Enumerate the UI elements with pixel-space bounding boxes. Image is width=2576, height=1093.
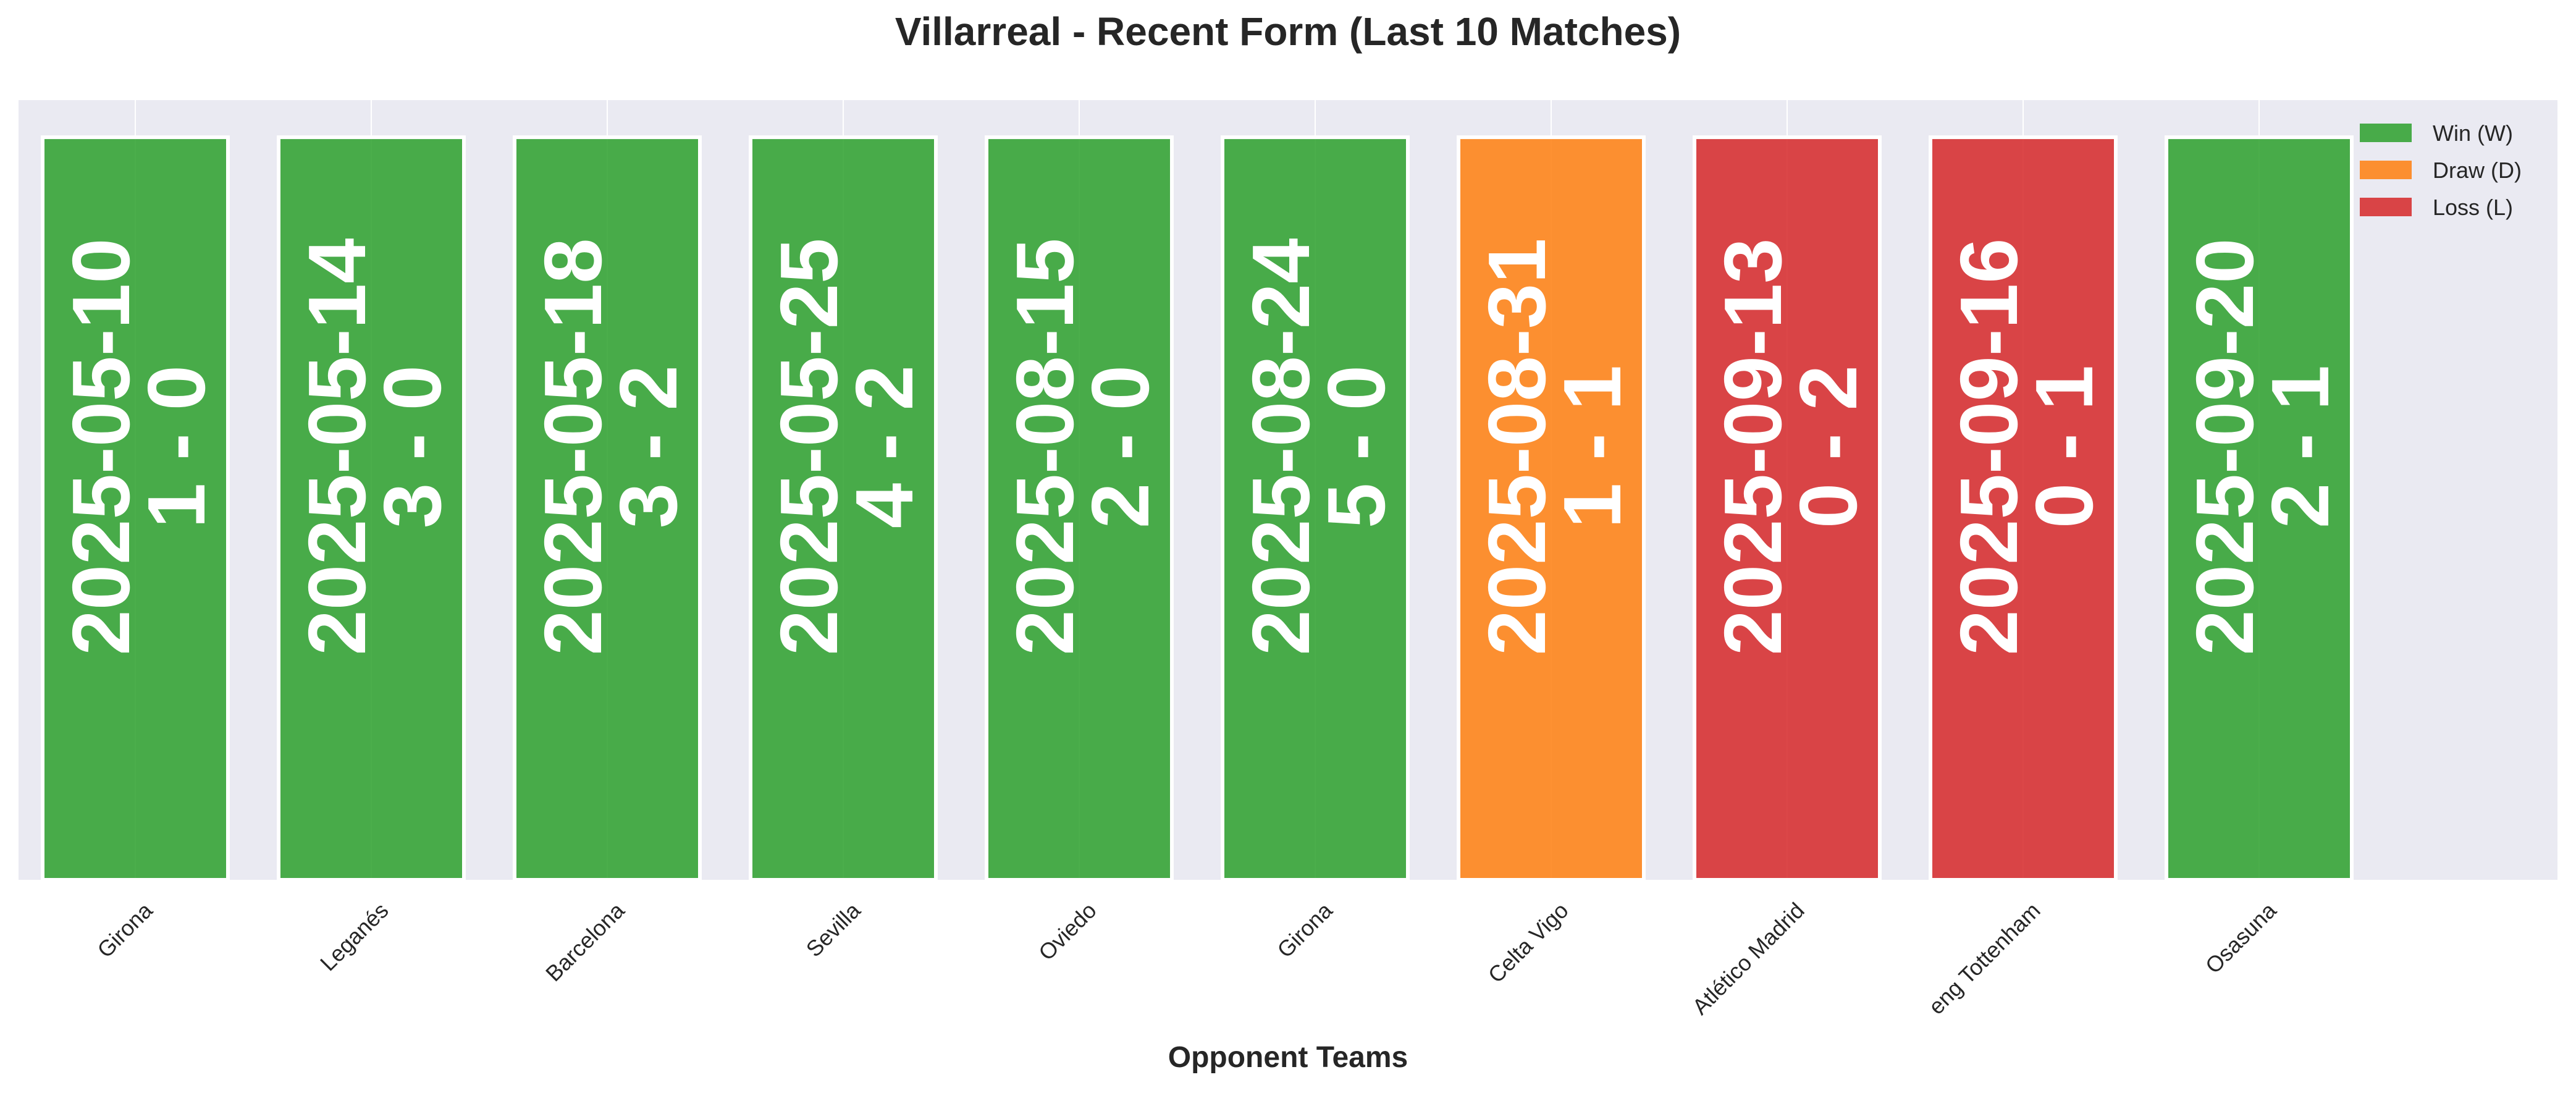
bar-4: [749, 135, 938, 882]
legend-label: Win (W): [2433, 120, 2513, 146]
bar-date-label: 2025-05-25: [764, 238, 854, 655]
bar-label-5: 2025-08-152 - 0: [1000, 238, 1166, 655]
bar-1: [41, 135, 230, 882]
bar-9: [1929, 135, 2118, 882]
bar-score-label: 4 - 2: [839, 365, 930, 528]
x-tick-label: Osasuna: [2200, 897, 2282, 979]
bar-date-label: 2025-08-31: [1471, 238, 1562, 655]
bar-8: [1693, 135, 1882, 882]
x-tick-label: Atlético Madrid: [1687, 898, 1809, 1019]
bar-score-label: 1 - 1: [1547, 365, 1638, 528]
bar-7: [1457, 135, 1646, 882]
bar-score-label: 3 - 0: [367, 365, 458, 528]
x-tick-label: Celta Vigo: [1483, 898, 1573, 988]
bar-6: [1221, 135, 1410, 882]
bars: [41, 135, 2354, 882]
x-tick-labels: Girona Leganés Barcelona Sevilla Oviedo Giron…: [92, 897, 2281, 1019]
bar-10: [2165, 135, 2354, 882]
bar-date-label: 2025-09-16: [1943, 238, 2034, 655]
legend-swatch-d: [2360, 161, 2412, 179]
x-tick-label: eng Tottenham: [1924, 898, 2045, 1019]
legend-swatch-l: [2360, 198, 2412, 216]
bar-label-1: 2025-05-101 - 0: [56, 238, 222, 655]
x-tick-label: Girona: [92, 897, 158, 963]
bar-date-label: 2025-09-13: [1707, 238, 1798, 655]
bar-score-label: 2 - 0: [1075, 365, 1166, 528]
bar-score-label: 2 - 1: [2255, 365, 2346, 528]
bar-label-3: 2025-05-183 - 2: [528, 238, 694, 655]
x-axis-label: Opponent Teams: [1168, 1041, 1408, 1074]
bar-date-label: 2025-05-14: [292, 238, 382, 655]
legend: Win (W) Draw (D) Loss (L): [2360, 120, 2522, 220]
legend-label: Draw (D): [2433, 158, 2522, 183]
x-tick-label: Barcelona: [541, 897, 629, 986]
legend-label: Loss (L): [2433, 195, 2513, 220]
x-tick-label: Oviedo: [1033, 898, 1101, 966]
bar-5: [985, 135, 1174, 882]
bar-date-label: 2025-05-18: [528, 238, 618, 655]
bar-date-label: 2025-08-15: [1000, 238, 1090, 655]
bar-label-8: 2025-09-130 - 2: [1707, 238, 1874, 655]
bar-score-label: 0 - 1: [2019, 365, 2110, 528]
bar-date-label: 2025-05-10: [56, 238, 146, 655]
bar-2: [277, 135, 466, 882]
bar-label-9: 2025-09-160 - 1: [1943, 238, 2110, 655]
bar-3: [513, 135, 702, 882]
bar-date-label: 2025-09-20: [2179, 238, 2270, 655]
bar-label-4: 2025-05-254 - 2: [764, 238, 930, 655]
x-tick-label: Girona: [1272, 897, 1337, 963]
legend-swatch-w: [2360, 124, 2412, 142]
bar-label-10: 2025-09-202 - 1: [2179, 238, 2346, 655]
bar-score-label: 3 - 2: [603, 365, 694, 528]
bar-date-label: 2025-08-24: [1235, 238, 1326, 655]
x-tick-label: Leganés: [315, 898, 394, 976]
bar-label-2: 2025-05-143 - 0: [292, 238, 458, 655]
bar-label-6: 2025-08-245 - 0: [1235, 238, 1402, 655]
bar-labels: 2025-05-101 - 0 2025-05-143 - 0 2025-05-18…: [56, 238, 2346, 655]
x-tick-label: Sevilla: [801, 897, 866, 962]
chart-title: Villarreal - Recent Form (Last 10 Matche…: [894, 9, 1682, 54]
bar-label-7: 2025-08-311 - 1: [1471, 238, 1638, 655]
bar-score-label: 1 - 0: [131, 365, 222, 528]
bar-score-label: 5 - 0: [1311, 365, 1402, 528]
bar-score-label: 0 - 2: [1783, 365, 1874, 528]
